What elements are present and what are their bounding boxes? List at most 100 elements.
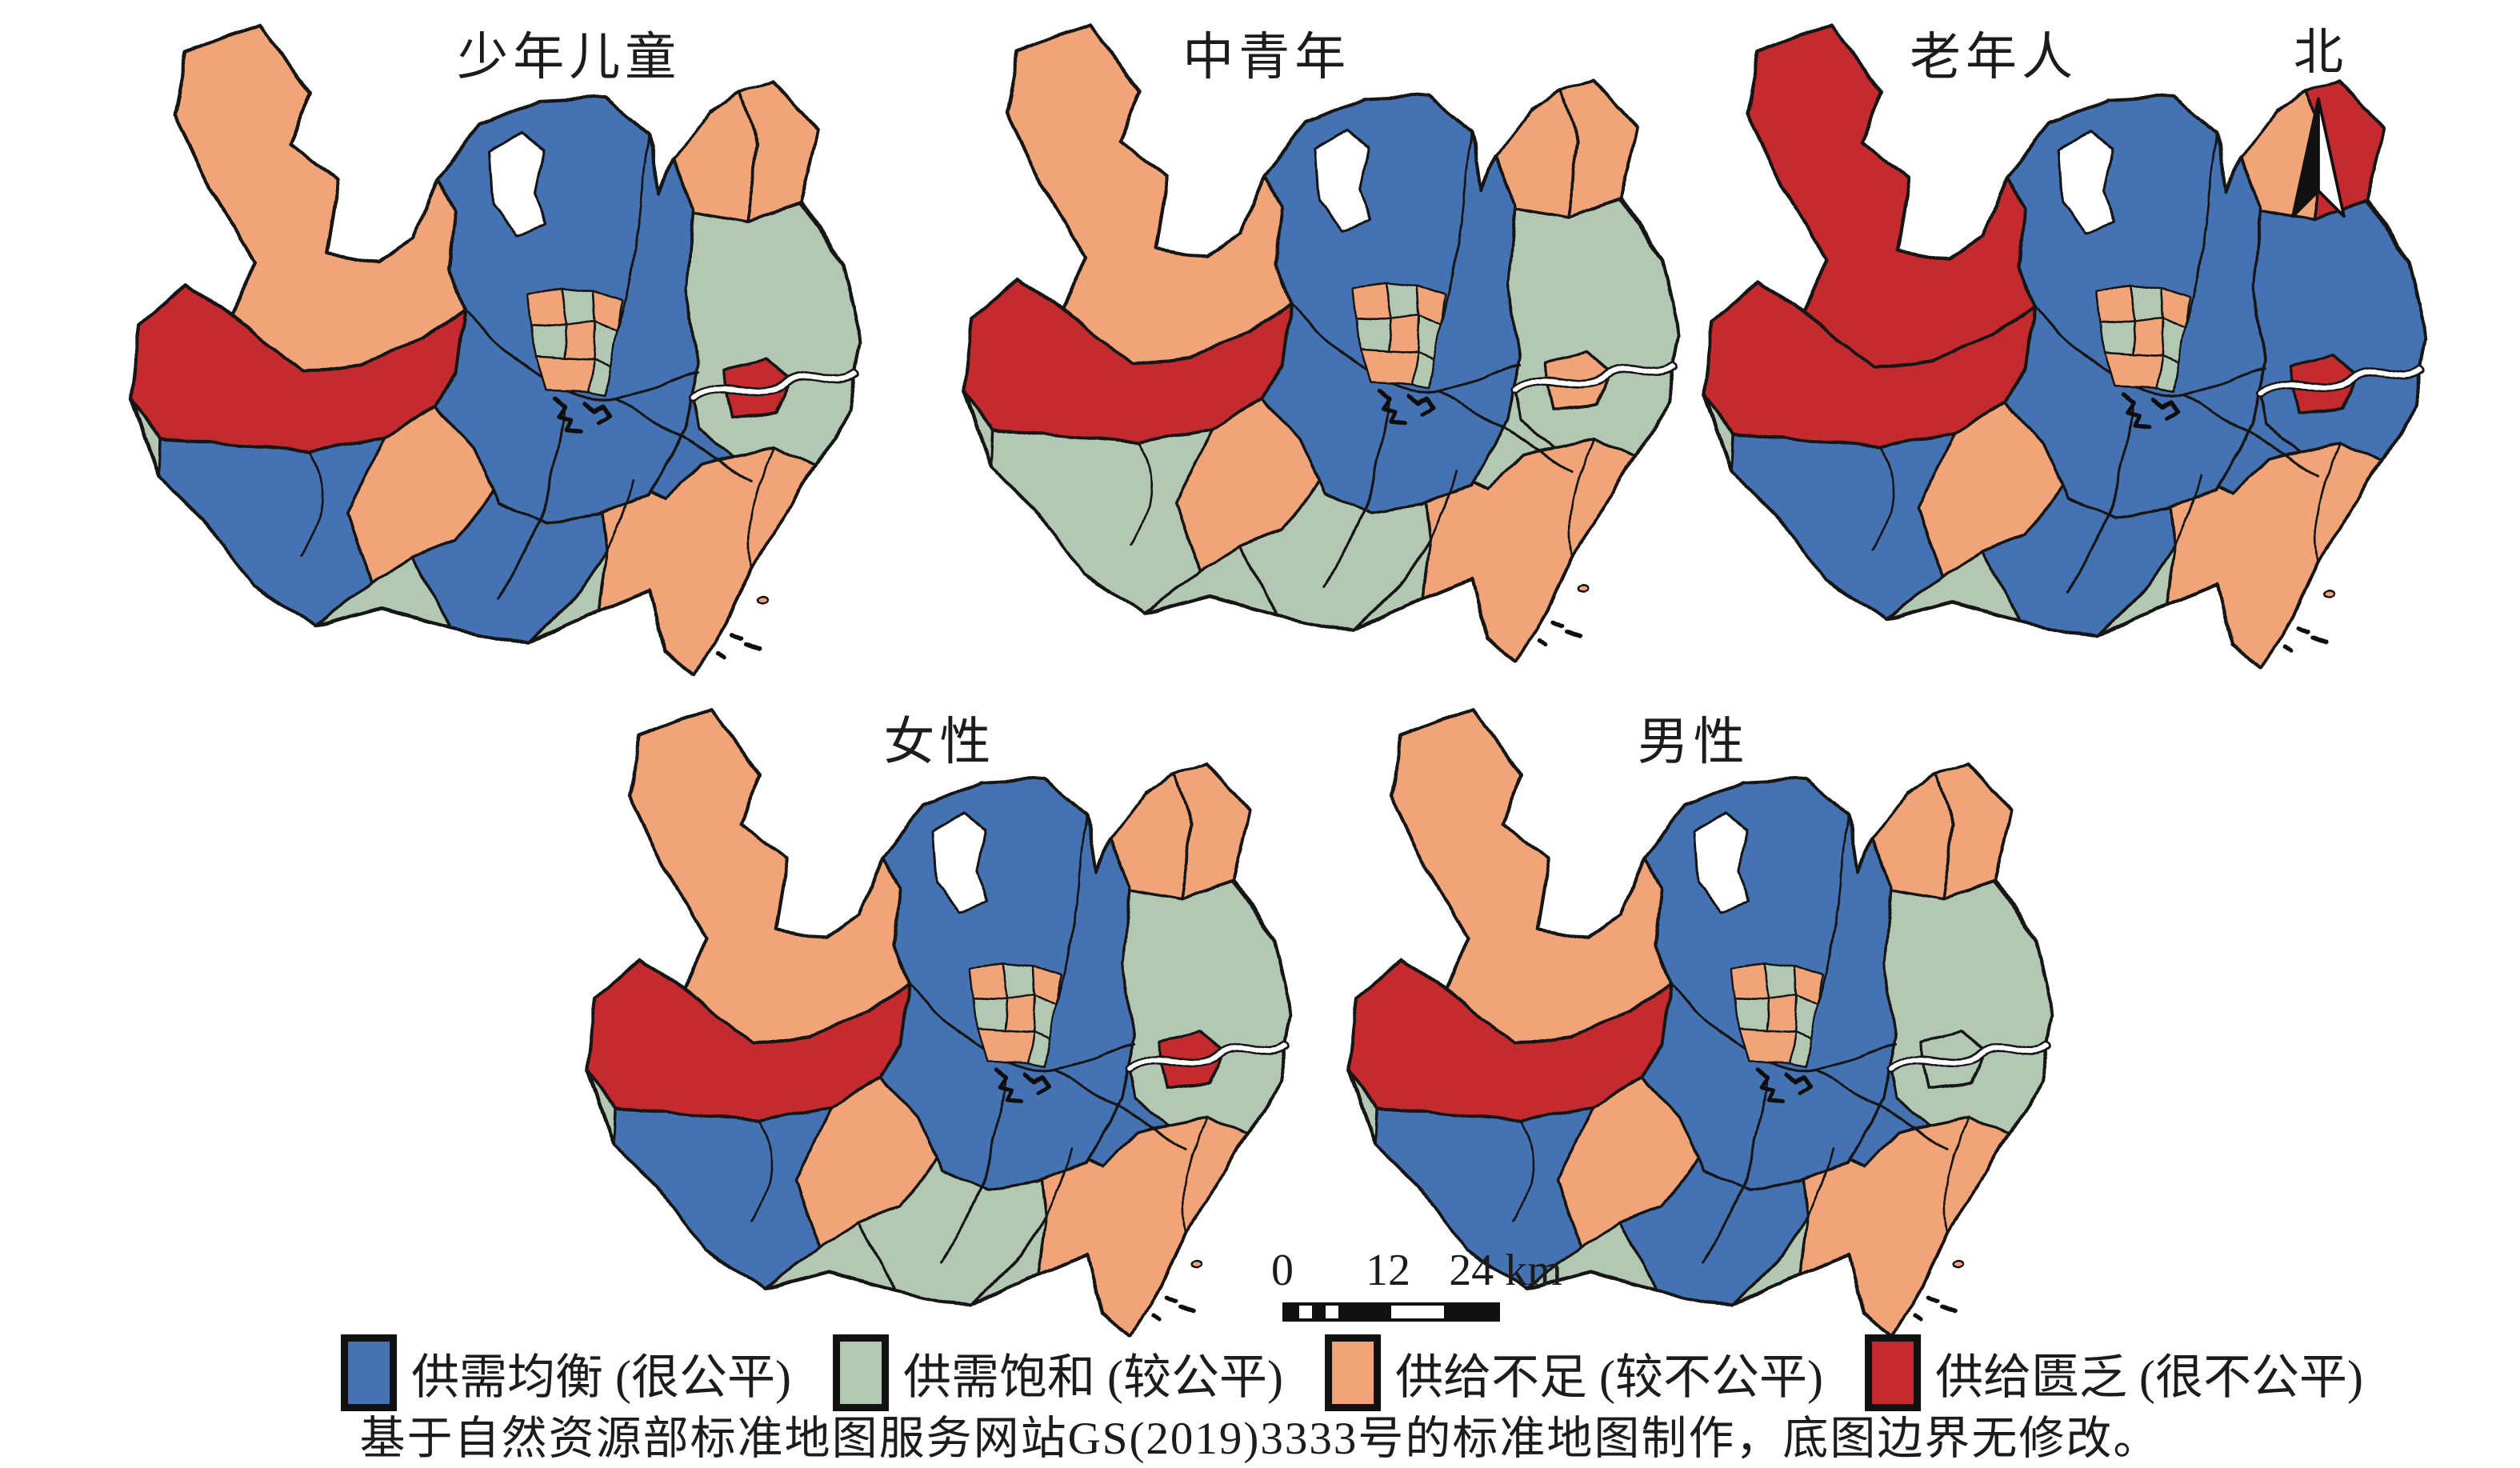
district-line (751, 1120, 772, 1222)
district-line (1806, 1148, 1834, 1218)
road-line (1323, 396, 1391, 587)
north-arrow-right (2317, 97, 2346, 218)
map-elderly (1634, 10, 2434, 676)
island (754, 596, 770, 606)
islands (716, 596, 770, 658)
scribble (1785, 1072, 1814, 1094)
legend-label-balanced: 供需均衡 (很公平) (411, 1350, 792, 1404)
urban-detail-scribble (1754, 1067, 1814, 1103)
region-northeast-river (1121, 881, 1294, 1136)
scale-label-12: 12 (1366, 1246, 1410, 1295)
road-network (2032, 305, 2318, 593)
road-network (462, 308, 752, 599)
district-line (2313, 442, 2343, 562)
map-children (60, 10, 868, 683)
urban-parcels (526, 286, 624, 397)
district-line (606, 479, 634, 554)
island (1550, 619, 1565, 628)
urban-parcel (530, 322, 568, 359)
legend-swatch-scarce (1864, 1334, 1921, 1411)
island (1913, 1312, 1925, 1321)
urban-parcel (1002, 961, 1037, 998)
urban-parcel (2130, 318, 2165, 358)
scribble (1023, 1072, 1052, 1094)
urban-parcel (1789, 1031, 1813, 1068)
road-line (1289, 302, 1522, 393)
island (1926, 1294, 1940, 1303)
urban-parcel (560, 286, 597, 324)
islands (1151, 1260, 1203, 1321)
urban-parcel (1737, 1027, 1797, 1065)
region-northwest-arm (627, 707, 910, 1046)
island (1179, 1304, 1197, 1314)
island (2282, 643, 2295, 652)
map-panel-female: 女性 (518, 694, 1298, 1344)
urban-parcel (2129, 283, 2165, 321)
map-title-female: 女性 (883, 714, 996, 770)
scribble (550, 396, 584, 433)
map-female (518, 694, 1298, 1344)
attribution-text: 基于自然资源部标准地图服务网站GS(2019)3333号的标准地图制作，底图边界… (359, 1414, 2161, 1464)
road-line (462, 308, 700, 401)
road-network (906, 982, 1186, 1262)
scale-label-24km: 24 km (1449, 1246, 1562, 1295)
islands (2282, 590, 2336, 652)
map-panel-male: 男性 (1280, 694, 2060, 1344)
region-northeast-upper (1174, 762, 1251, 901)
map-panel-elderly: 老年人 (1634, 10, 2434, 676)
urban-parcel (1355, 315, 1393, 353)
map-male (1280, 694, 2060, 1344)
region-northwest-arm (1745, 22, 2035, 370)
island (1164, 1294, 1178, 1303)
river-water (1126, 1044, 1290, 1072)
urban-parcel (972, 995, 1009, 1032)
urban-parcel (1027, 1031, 1051, 1068)
choropleth-map (1702, 22, 2429, 670)
district-line (2174, 474, 2202, 547)
urban-parcels (2095, 283, 2192, 393)
legend-swatch-balanced (341, 1334, 398, 1411)
lake-hole (931, 811, 991, 914)
choropleth-map (962, 22, 1682, 664)
river-line (1124, 1042, 1292, 1074)
road-line (1702, 1074, 1769, 1262)
urban-parcels (1352, 281, 1447, 389)
urban-parcel (1386, 315, 1421, 354)
scale-segment (1312, 1306, 1326, 1318)
scale-bar: 0 12 24 km (1264, 1245, 1562, 1328)
road-line (2067, 399, 2135, 593)
island (1151, 1312, 1163, 1321)
scribble (582, 401, 613, 425)
district-line (1181, 1115, 1210, 1234)
lake-hole (1314, 129, 1374, 232)
road-line (906, 982, 1136, 1072)
region-northeast-upper (740, 80, 819, 224)
urban-detail-scribble (992, 1067, 1052, 1103)
district-line (746, 446, 777, 569)
region-northeast-river (1882, 881, 2055, 1136)
region-northwest-arm (173, 23, 466, 374)
islands (1537, 584, 1590, 646)
region-northwest-arm (1389, 707, 1672, 1046)
map-title-elderly: 老年人 (1910, 29, 2078, 86)
north-arrow-left (2291, 97, 2320, 218)
scribble (2119, 392, 2153, 429)
river-water (690, 372, 859, 402)
legend-swatch-insufficient (1325, 1334, 1381, 1411)
scale-bar-segments (1282, 1302, 1500, 1322)
urban-parcel (534, 355, 595, 394)
region-northwest-arm (1005, 22, 1292, 366)
river-line (688, 370, 862, 404)
district-line (301, 451, 322, 557)
district-line (1567, 437, 1597, 558)
lake-hole (1693, 811, 1753, 914)
legend-label-saturated: 供需饱和 (较公平) (903, 1350, 1283, 1404)
urban-parcel (1765, 995, 1798, 1034)
scribble (1406, 394, 1437, 416)
river-line (2255, 366, 2426, 399)
north-indicator: 北 (2270, 11, 2366, 222)
district-line (1130, 442, 1152, 546)
urban-parcel (1411, 351, 1435, 389)
island (1941, 1304, 1958, 1314)
map-title-male: 男性 (1637, 714, 1750, 770)
